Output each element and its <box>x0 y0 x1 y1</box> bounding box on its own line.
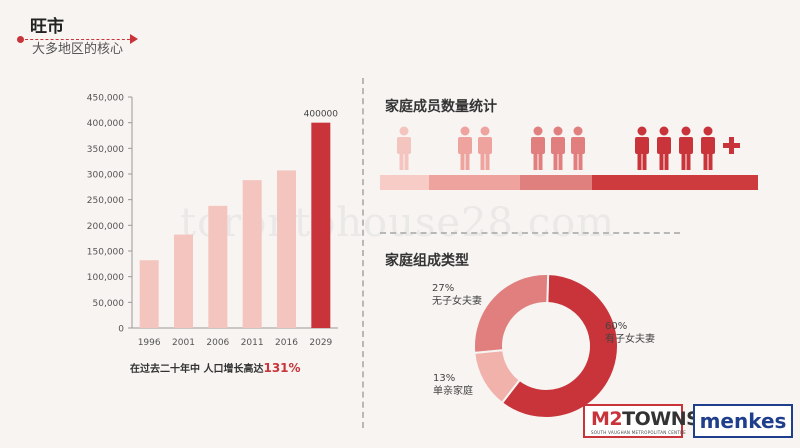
vertical-divider <box>362 78 364 428</box>
m2-logo-prefix: M2 <box>591 408 623 430</box>
bar-2016 <box>277 170 296 328</box>
y-tick-label: 250,000 <box>87 196 124 206</box>
person-icon <box>551 126 565 170</box>
donut-label-no-children: 27% 无子女夫妻 <box>432 282 482 308</box>
bar-2011 <box>242 180 262 328</box>
bar-1996 <box>139 260 159 328</box>
y-tick-label: 0 <box>118 325 124 335</box>
donut-label-with-children: 60% 有子女夫妻 <box>605 320 655 346</box>
x-tick-label: 1996 <box>138 338 161 348</box>
person-icon <box>397 126 411 170</box>
person-icon <box>701 126 715 170</box>
donut-text-single-parent: 单亲家庭 <box>433 386 473 397</box>
title-underline <box>20 39 135 40</box>
y-tick-label: 350,000 <box>87 145 124 155</box>
household-size-segment <box>591 175 759 190</box>
bar-data-label: 400000 <box>304 110 339 120</box>
person-icon <box>571 126 585 170</box>
x-tick-label: 2011 <box>241 338 264 348</box>
donut-slice-0 <box>500 273 619 419</box>
m2-towns-logo: M2TOWNS SOUTH VAUGHAN METROPOLITAN CENTR… <box>583 404 700 438</box>
y-tick-label: 300,000 <box>87 171 124 181</box>
donut-label-single-parent: 13% 单亲家庭 <box>433 372 473 398</box>
population-growth-caption: 在过去二十年中 人口增长高达131% <box>130 360 301 375</box>
donut-pct-no-children: 27% <box>432 283 455 294</box>
page-title: 旺市 <box>30 17 64 37</box>
donut-text-no-children: 无子女夫妻 <box>432 296 482 307</box>
x-tick-label: 2006 <box>206 338 229 348</box>
x-tick-label: 2029 <box>309 338 332 348</box>
m2-logo-subtitle: SOUTH VAUGHAN METROPOLITAN CENTRE <box>591 430 687 435</box>
person-icon <box>478 126 492 170</box>
y-tick-label: 150,000 <box>87 248 124 258</box>
household-type-title: 家庭组成类型 <box>385 253 469 269</box>
horizontal-divider <box>380 232 680 234</box>
arrow-right-icon <box>130 34 138 44</box>
y-tick-label: 50,000 <box>93 299 125 309</box>
bar-2006 <box>208 205 228 328</box>
person-icon <box>657 126 671 170</box>
y-tick-label: 100,000 <box>87 273 124 283</box>
bar-2001 <box>174 234 193 328</box>
household-size-title: 家庭成员数量统计 <box>385 99 497 115</box>
y-tick-label: 450,000 <box>87 94 124 104</box>
household-size-segment <box>519 175 593 190</box>
bar-2029 <box>311 122 331 328</box>
donut-text-with-children: 有子女夫妻 <box>605 334 655 345</box>
caption-highlight: 131% <box>263 361 301 375</box>
person-icon <box>679 126 693 170</box>
y-tick-label: 400,000 <box>87 119 124 129</box>
person-icon <box>531 126 545 170</box>
page-subtitle: 大多地区的核心 <box>32 42 124 57</box>
population-bar-chart: 0 50,000 100,000 150,000 200,000 250,000 300,0… <box>87 94 339 349</box>
x-tick-label: 2016 <box>275 338 298 348</box>
household-size-segment <box>380 175 430 190</box>
menkes-logo: menkes <box>693 404 793 438</box>
donut-pct-with-children: 60% <box>605 321 628 332</box>
household-size-segment <box>429 175 521 190</box>
m2-logo-word: TOWNS <box>622 408 700 430</box>
person-icon <box>458 126 472 170</box>
x-tick-label: 2001 <box>172 338 195 348</box>
donut-slice-2 <box>473 273 550 354</box>
plus-icon <box>723 137 740 154</box>
caption-text: 在过去二十年中 人口增长高达 <box>130 364 264 375</box>
donut-pct-single-parent: 13% <box>433 373 456 384</box>
person-icon <box>635 126 649 170</box>
y-tick-label: 200,000 <box>87 222 124 232</box>
household-type-donut-chart <box>473 273 619 419</box>
